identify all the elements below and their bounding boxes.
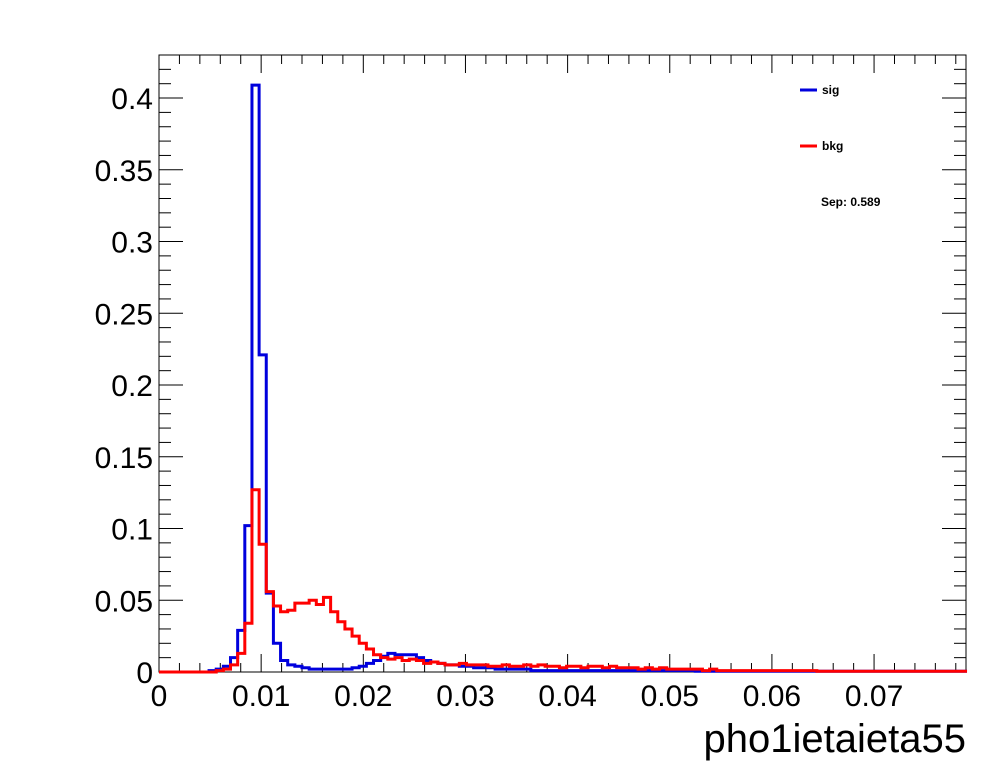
y-tick-label: 0.1 <box>111 514 153 547</box>
series-bkg <box>159 488 968 674</box>
y-tick-label: 0.25 <box>95 298 153 331</box>
x-tick-label: 0.01 <box>232 680 290 713</box>
x-tick-label: 0.03 <box>436 680 494 713</box>
x-tick-label: 0.07 <box>845 680 903 713</box>
x-tick-label: 0.04 <box>538 680 596 713</box>
series-layer <box>159 83 968 674</box>
y-tick-label: 0.3 <box>111 227 153 260</box>
y-axis-ticks: 0 0.05 0.1 0.15 0.2 0.25 0.3 0.35 0.4 <box>95 54 966 690</box>
series-sig <box>159 83 968 674</box>
separation-annotation: Sep: 0.589 <box>821 195 881 209</box>
y-tick-label: 0.05 <box>95 585 153 618</box>
x-tick-label: 0.05 <box>641 680 699 713</box>
y-tick-label: 0.15 <box>95 442 153 475</box>
legend: sig bkg Sep: 0.589 <box>800 83 881 209</box>
legend-label-sig: sig <box>822 83 839 97</box>
x-axis-ticks: 0 0.01 0.02 0.03 0.04 0.05 0.06 0.07 <box>151 55 957 713</box>
x-axis-title: pho1ietaieta55 <box>704 717 966 761</box>
plot-frame <box>158 54 967 673</box>
x-tick-label: 0.02 <box>334 680 392 713</box>
y-tick-label: 0.4 <box>111 83 153 116</box>
x-tick-label: 0 <box>151 680 168 713</box>
y-tick-label: 0.2 <box>111 370 153 403</box>
y-tick-label: 0 <box>136 657 153 690</box>
y-tick-label: 0.35 <box>95 155 153 188</box>
legend-label-bkg: bkg <box>822 139 843 153</box>
x-tick-label: 0.06 <box>743 680 801 713</box>
